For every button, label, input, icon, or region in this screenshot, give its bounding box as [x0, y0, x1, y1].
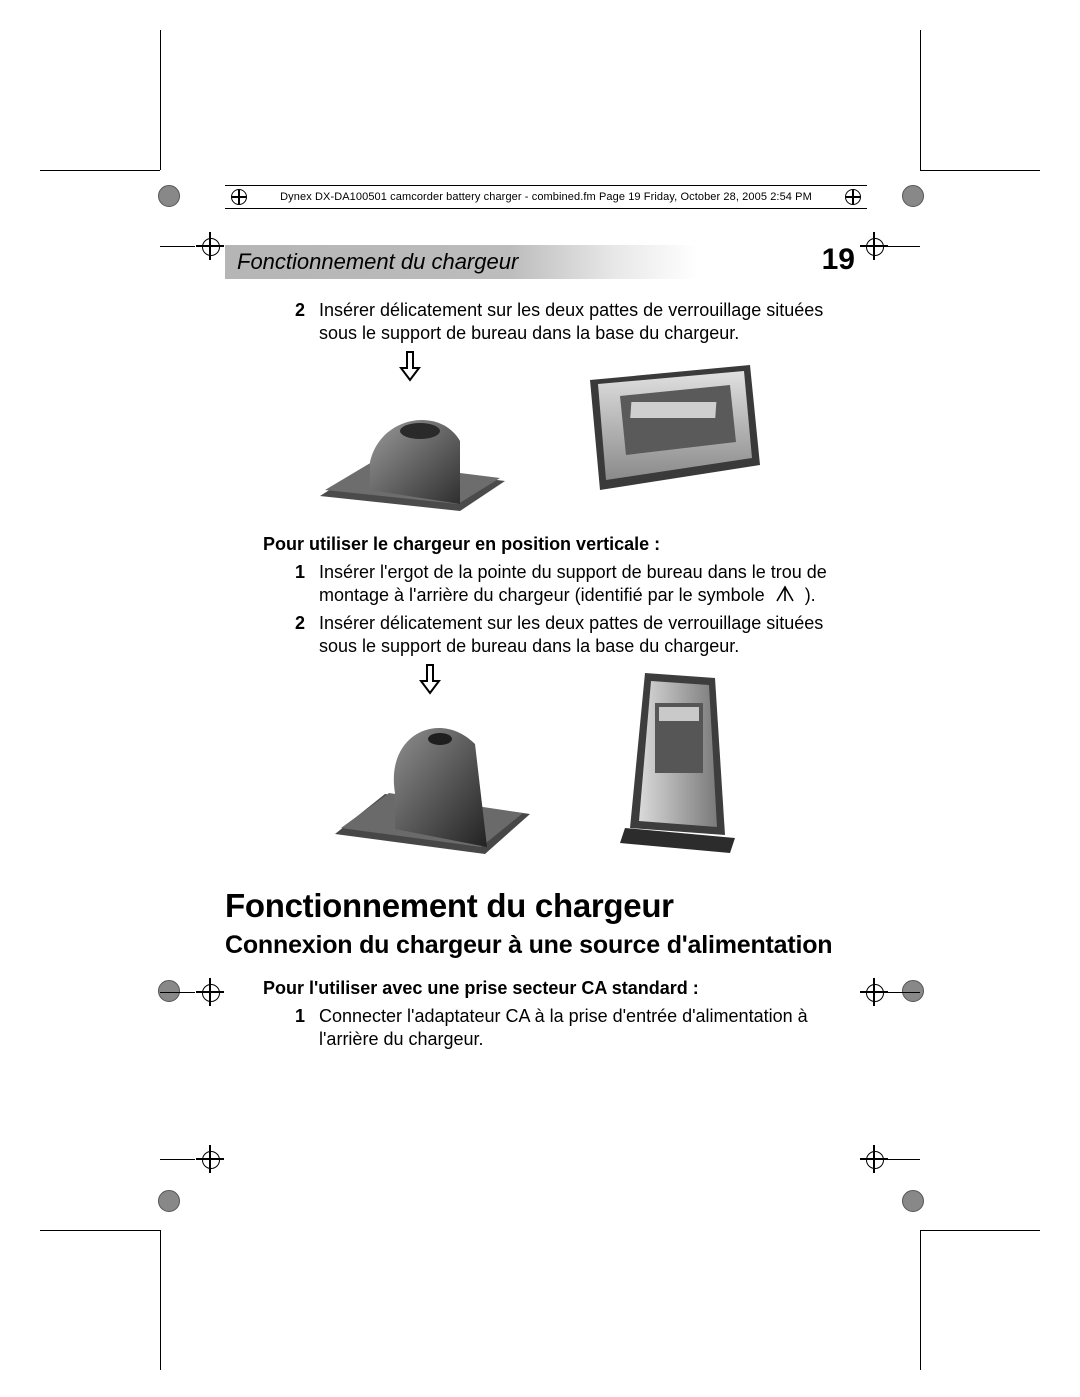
step-text-a: Insérer l'ergot de la pointe du support …	[319, 562, 827, 605]
subsection-heading: Connexion du chargeur à une source d'ali…	[225, 931, 855, 960]
page-number: 19	[802, 243, 855, 277]
crop-mark	[40, 170, 160, 171]
crop-mark	[920, 30, 921, 170]
step-text: Insérer délicatement sur les deux pattes…	[319, 612, 855, 657]
registration-mark	[860, 232, 888, 260]
crop-mark	[40, 1230, 160, 1231]
product-illustration	[570, 350, 770, 500]
figure-charger-top-view	[570, 350, 770, 516]
sub-heading: Pour utiliser le chargeur en position ve…	[263, 534, 855, 555]
crop-mark	[920, 1230, 921, 1370]
mounting-symbol-icon	[774, 584, 796, 604]
crop-mark	[160, 992, 195, 993]
figure-charger-on-stand-flat	[310, 350, 510, 516]
instruction-step: 1 Connecter l'adaptateur CA à la prise d…	[287, 1005, 855, 1050]
registration-mark	[196, 1145, 224, 1173]
running-head: Fonctionnement du chargeur 19	[225, 245, 855, 279]
manual-page: Dynex DX-DA100501 camcorder battery char…	[0, 0, 1080, 1397]
registration-mark	[196, 232, 224, 260]
crop-mark	[885, 246, 920, 247]
step-text-b: ).	[805, 585, 816, 605]
crop-mark	[160, 1230, 161, 1370]
step-text: Insérer l'ergot de la pointe du support …	[319, 561, 855, 606]
crop-mark	[160, 246, 195, 247]
step-number: 2	[287, 299, 305, 344]
registration-dot	[158, 185, 180, 207]
figure-charger-vertical-stand	[595, 663, 755, 863]
registration-dot	[902, 1190, 924, 1212]
crop-mark	[160, 1159, 195, 1160]
arrow-down-icon	[417, 663, 443, 695]
section-heading: Fonctionnement du chargeur	[225, 887, 855, 925]
figure-row	[225, 350, 855, 516]
instruction-step: 2 Insérer délicatement sur les deux patt…	[287, 299, 855, 344]
instruction-step: 1 Insérer l'ergot de la pointe du suppor…	[287, 561, 855, 606]
product-illustration	[595, 663, 755, 863]
arrow-down-icon	[397, 350, 423, 382]
page-meta-text: Dynex DX-DA100501 camcorder battery char…	[280, 191, 812, 203]
crop-mark	[885, 1159, 920, 1160]
registration-mark	[860, 978, 888, 1006]
registration-dot	[158, 1190, 180, 1212]
registration-mark	[860, 1145, 888, 1173]
figure-charger-on-stand-angled	[325, 663, 535, 863]
step-number: 1	[287, 561, 305, 606]
page-content: Fonctionnement du chargeur 19 2 Insérer …	[225, 245, 855, 1054]
step-text: Insérer délicatement sur les deux pattes…	[319, 299, 855, 344]
registration-dot	[902, 980, 924, 1002]
registration-dot	[158, 980, 180, 1002]
product-illustration	[325, 699, 535, 859]
step-number: 2	[287, 612, 305, 657]
crop-mark	[885, 992, 920, 993]
step-text: Connecter l'adaptateur CA à la prise d'e…	[319, 1005, 855, 1050]
registration-mark	[196, 978, 224, 1006]
page-meta-header: Dynex DX-DA100501 camcorder battery char…	[225, 185, 867, 209]
registration-dot	[902, 185, 924, 207]
sub-heading: Pour l'utiliser avec une prise secteur C…	[263, 978, 855, 999]
crop-mark	[160, 30, 161, 170]
running-head-title: Fonctionnement du chargeur	[237, 245, 518, 279]
step-number: 1	[287, 1005, 305, 1050]
meta-bullet-icon	[845, 189, 861, 205]
crop-mark	[920, 170, 1040, 171]
instruction-step: 2 Insérer délicatement sur les deux patt…	[287, 612, 855, 657]
product-illustration	[310, 386, 510, 516]
meta-bullet-icon	[231, 189, 247, 205]
figure-row	[225, 663, 855, 863]
crop-mark	[920, 1230, 1040, 1231]
